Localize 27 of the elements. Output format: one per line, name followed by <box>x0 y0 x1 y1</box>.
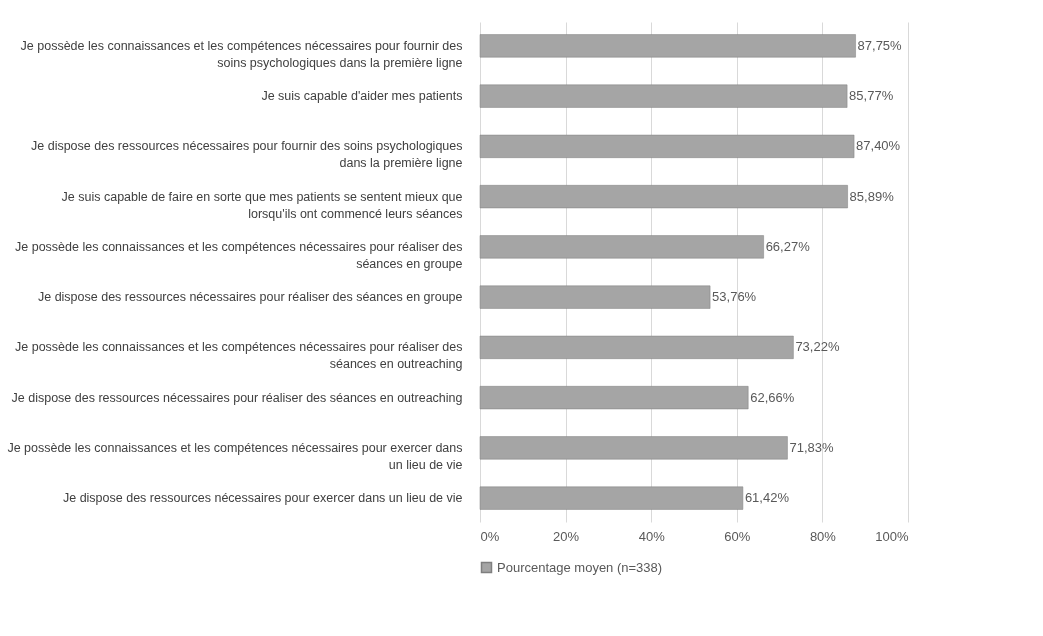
x-tick-label: 0% <box>480 528 500 544</box>
data-label: 62,66% <box>750 389 795 405</box>
y-tick-label: Je suis capable de faire en sorte que mes patients se sentent mieux que lorsqu'ils ont commencé leurs séances <box>61 189 463 221</box>
x-tick-label: 80% <box>809 528 837 544</box>
y-tick-label: Je dispose des ressources nécessaires pour réaliser des séances en groupe <box>37 290 463 305</box>
y-tick-label: Je possède les connaissances et les compétences nécessaires pour exercer dans un lieu de vie <box>7 440 463 472</box>
data-label: 87,75% <box>857 37 903 53</box>
x-tick-label: 40% <box>638 528 666 544</box>
x-tick-label: 60% <box>724 528 751 544</box>
data-label: 87,40% <box>856 138 901 154</box>
y-tick-label: Je dispose des ressources nécessaires pour réaliser des séances en outreaching <box>11 390 463 405</box>
y-tick-label: Je possède les connaissances et les compétences nécessaires pour réaliser des séances en outreaching <box>15 340 463 372</box>
y-tick-label: Je suis capable d'aider mes patients <box>261 89 463 104</box>
data-label: 85,77% <box>849 88 894 104</box>
data-label: 85,89% <box>849 188 895 204</box>
y-tick-label: Je possède les connaissances et les compétences nécessaires pour réaliser des séances en groupe <box>15 239 463 271</box>
data-label: 71,83% <box>789 439 834 455</box>
x-tick-label: 100% <box>875 528 909 544</box>
y-tick-label: Je dispose des ressources nécessaires pour fournir des soins psychologiques dans la première ligne <box>31 139 463 171</box>
y-tick-label: Je possède les connaissances et les compétences nécessaires pour fournir des soins psychologiques dans la première ligne <box>20 38 463 70</box>
y-tick-label: Je dispose des ressources nécessaires pour exercer dans un lieu de vie <box>62 491 463 506</box>
x-tick-label: 20% <box>553 528 580 544</box>
data-label: 66,27% <box>765 238 811 254</box>
data-label: 53,76% <box>712 289 757 305</box>
data-label: 73,22% <box>795 339 840 355</box>
legend-label: Pourcentage moyen (n=338) <box>497 559 663 575</box>
data-label: 61,42% <box>744 490 790 506</box>
